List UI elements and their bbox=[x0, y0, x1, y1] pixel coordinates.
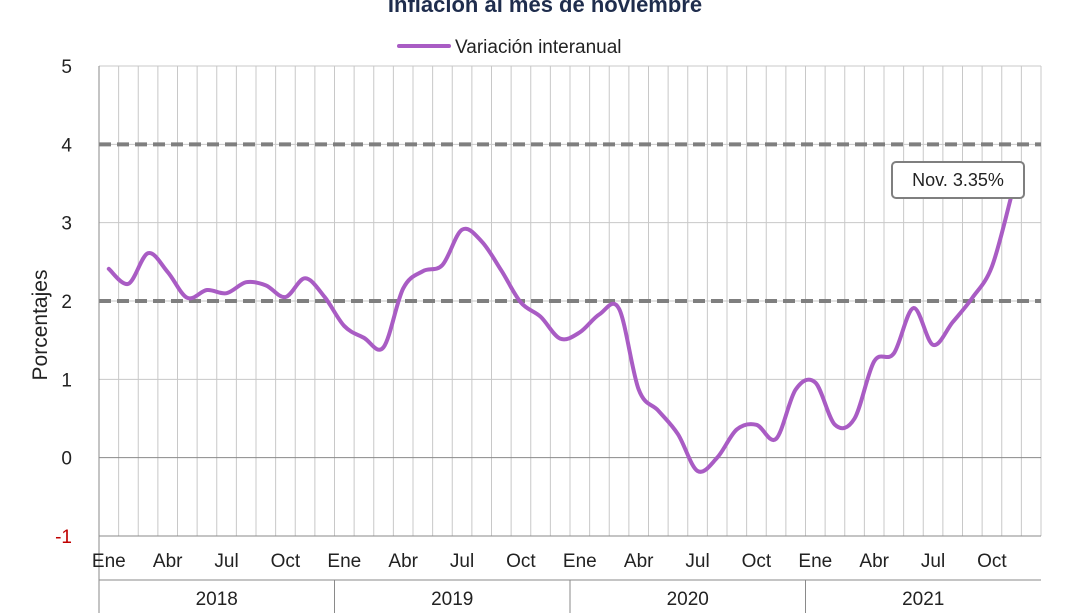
x-month-label: Jul bbox=[685, 551, 709, 572]
y-tick-label: 2 bbox=[61, 292, 72, 313]
x-month-label: Jul bbox=[921, 551, 945, 572]
legend-series-label: Variación interanual bbox=[455, 37, 622, 58]
x-year-label: 2020 bbox=[667, 589, 709, 610]
reference-lines bbox=[99, 142, 1041, 303]
series-layer bbox=[106, 193, 1014, 474]
y-tick-labels: -1 0 1 2 3 4 5 bbox=[55, 57, 72, 548]
series-line bbox=[106, 193, 1014, 474]
x-month-label: Ene bbox=[798, 551, 832, 572]
x-month-label: Jul bbox=[450, 551, 474, 572]
y-tick-label: 3 bbox=[61, 214, 72, 235]
y-tick-label: -1 bbox=[55, 527, 72, 548]
chart-title: Inflación al mes de noviembre bbox=[388, 0, 702, 17]
x-month-label: Jul bbox=[214, 551, 238, 572]
x-month-label: Abr bbox=[624, 551, 654, 572]
x-year-label: 2021 bbox=[902, 589, 944, 610]
x-month-label: Ene bbox=[327, 551, 361, 572]
x-month-label: Oct bbox=[271, 551, 301, 572]
x-tick-labels: Ene Abr Jul Oct 2018 Ene Abr Jul Oct 2019 Ene Abr Ju… bbox=[92, 551, 1008, 610]
x-month-label: Abr bbox=[388, 551, 418, 572]
x-year-label: 2019 bbox=[431, 589, 473, 610]
legend: Variación interanual bbox=[397, 37, 622, 58]
y-tick-label: 5 bbox=[61, 57, 72, 78]
x-month-label: Abr bbox=[859, 551, 889, 572]
x-year-label: 2018 bbox=[196, 589, 238, 610]
x-month-label: Ene bbox=[92, 551, 126, 572]
y-tick-label: 1 bbox=[61, 370, 72, 391]
x-month-label: Oct bbox=[977, 551, 1007, 572]
x-month-label: Abr bbox=[153, 551, 183, 572]
x-month-label: Oct bbox=[506, 551, 536, 572]
annotation-callout: Nov. 3.35% bbox=[891, 161, 1025, 199]
x-month-label: Oct bbox=[742, 551, 772, 572]
y-tick-label: 0 bbox=[61, 449, 72, 470]
callout-box bbox=[891, 161, 1025, 199]
callout-label: Nov. 3.35% bbox=[912, 170, 1004, 190]
x-month-label: Ene bbox=[563, 551, 597, 572]
y-tick-label: 4 bbox=[61, 135, 72, 156]
y-axis-label: Porcentajes bbox=[29, 270, 52, 381]
axes bbox=[98, 66, 1041, 613]
